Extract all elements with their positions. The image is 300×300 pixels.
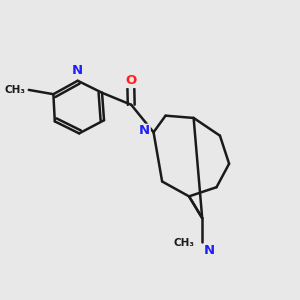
Text: O: O bbox=[125, 74, 136, 87]
Text: CH₃: CH₃ bbox=[173, 238, 194, 248]
Text: CH₃: CH₃ bbox=[5, 85, 26, 95]
Text: N: N bbox=[72, 64, 83, 77]
Text: N: N bbox=[204, 244, 215, 257]
Text: N: N bbox=[139, 124, 150, 137]
